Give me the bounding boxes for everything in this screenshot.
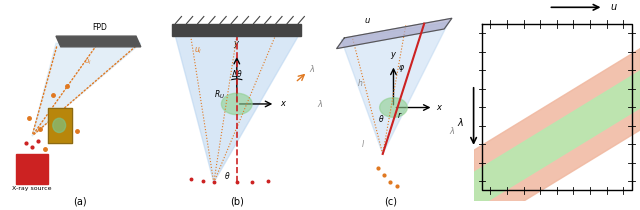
Polygon shape	[337, 18, 452, 49]
Text: $x$: $x$	[436, 103, 444, 112]
Text: $\lambda$: $\lambda$	[449, 125, 455, 136]
Text: $\theta$: $\theta$	[225, 170, 231, 181]
Text: (c): (c)	[384, 197, 397, 207]
Text: $\varphi$: $\varphi$	[397, 63, 404, 74]
Text: $y$: $y$	[233, 39, 241, 50]
Text: $\lambda$: $\lambda$	[309, 63, 316, 74]
Text: $y$: $y$	[390, 50, 397, 61]
Text: (b): (b)	[230, 197, 244, 207]
Ellipse shape	[380, 98, 407, 117]
Text: $u_i$: $u_i$	[195, 45, 202, 56]
Text: $h$: $h$	[356, 77, 363, 88]
Text: $\theta$: $\theta$	[378, 113, 385, 124]
Text: $u$: $u$	[610, 2, 618, 12]
Text: (a): (a)	[73, 197, 87, 207]
Polygon shape	[48, 108, 72, 143]
Ellipse shape	[221, 93, 252, 115]
Polygon shape	[175, 36, 298, 182]
Text: $r$: $r$	[397, 110, 403, 120]
Polygon shape	[341, 22, 449, 154]
Text: $u$: $u$	[364, 16, 371, 25]
Polygon shape	[32, 43, 141, 136]
Text: $l$: $l$	[361, 138, 365, 149]
Text: $x$: $x$	[280, 100, 287, 108]
Text: $\Delta\theta$: $\Delta\theta$	[231, 68, 243, 79]
Text: FPD: FPD	[92, 23, 107, 32]
Text: $R_U$: $R_U$	[214, 89, 225, 101]
Text: $u_i$: $u_i$	[84, 58, 92, 67]
Text: $\lambda$: $\lambda$	[317, 98, 323, 109]
Circle shape	[53, 118, 66, 133]
Polygon shape	[16, 154, 48, 184]
Polygon shape	[56, 36, 141, 47]
Polygon shape	[172, 24, 301, 36]
Text: X-ray source: X-ray source	[12, 186, 52, 192]
Text: $\lambda$: $\lambda$	[457, 116, 464, 128]
